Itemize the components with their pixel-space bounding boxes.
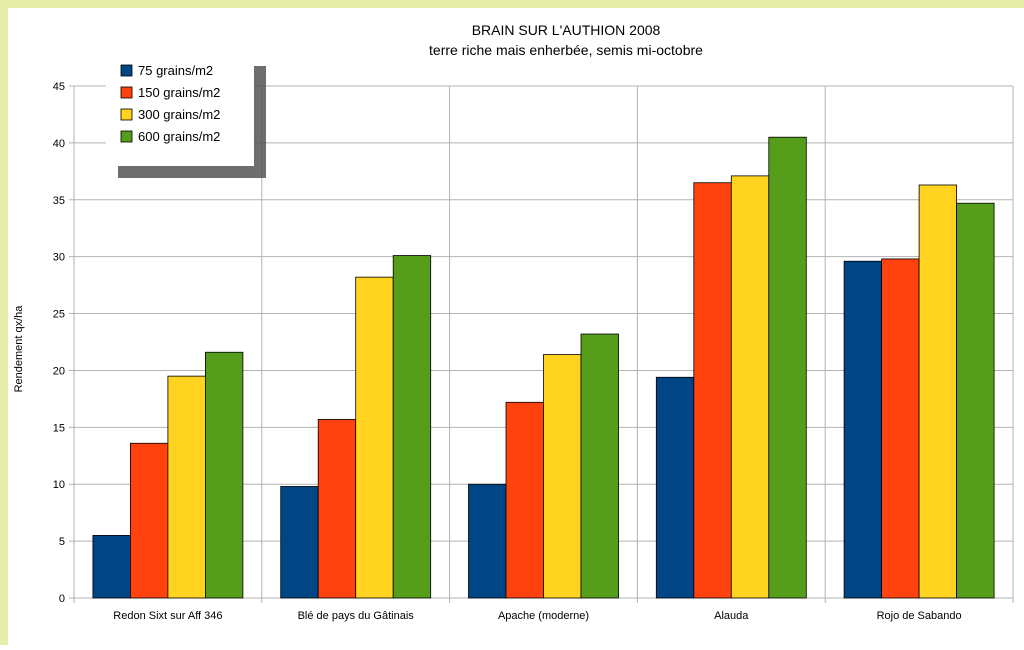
bar [881,258,920,599]
bar [280,486,319,599]
y-tick-label: 0 [59,593,65,605]
chart-subtitle: terre riche mais enherbée, semis mi-octo… [429,42,703,58]
y-tick-label: 35 [53,195,65,207]
x-tick-label: Rojo de Sabando [877,610,962,622]
legend-swatch [120,86,133,99]
bar [655,376,695,599]
bar [130,442,169,599]
y-axis-label: Rendement qx/ha [13,305,25,393]
bar [918,184,957,599]
y-tick-label: 15 [53,422,65,434]
bar [392,255,432,599]
bar [843,260,882,599]
y-tick-label: 10 [53,479,65,491]
legend-entry: 150 grains/m2 [138,85,220,100]
x-tick-label: Blé de pays du Gâtinais [298,610,415,622]
bars-group [92,136,995,599]
legend-entry: 300 grains/m2 [138,107,220,122]
legend: 75 grains/m2 150 grains/m2 300 grains/m2 60… [106,54,266,178]
bar [204,351,244,599]
bar [505,401,544,599]
y-tick-label: 20 [53,365,65,377]
x-tick-label: Redon Sixt sur Aff 346 [113,610,222,622]
x-tick-label: Apache (moderne) [498,610,589,622]
legend-swatch [120,108,133,121]
bar [468,483,507,599]
legend-swatch [120,64,133,77]
bar-chart: BRAIN SUR L'AUTHION 2008 terre riche mai… [13,22,1014,622]
x-tick-label: Alauda [714,610,749,622]
y-axis-ticks: 0 5 10 15 20 25 30 35 40 45 [53,81,65,605]
bar [693,182,732,599]
bar [730,175,770,599]
y-tick-label: 5 [59,536,65,548]
chart-title: BRAIN SUR L'AUTHION 2008 [472,22,661,38]
y-tick-label: 45 [53,81,65,93]
bar [543,354,582,599]
bar [167,375,206,599]
legend-entry: 600 grains/m2 [138,129,220,144]
legend-entry: 75 grains/m2 [138,63,213,78]
chart-canvas: BRAIN SUR L'AUTHION 2008 terre riche mai… [8,8,1024,645]
bar [92,535,131,599]
y-tick-label: 30 [53,252,65,264]
bar [768,136,807,599]
bar [956,202,995,599]
bar [580,333,619,599]
y-tick-label: 40 [53,138,65,150]
y-tick-label: 25 [53,309,65,321]
bar [317,418,357,599]
legend-swatch [120,130,133,143]
x-axis-ticks: Redon Sixt sur Aff 346 Blé de pays du Gât… [113,610,961,622]
bar [355,276,394,599]
